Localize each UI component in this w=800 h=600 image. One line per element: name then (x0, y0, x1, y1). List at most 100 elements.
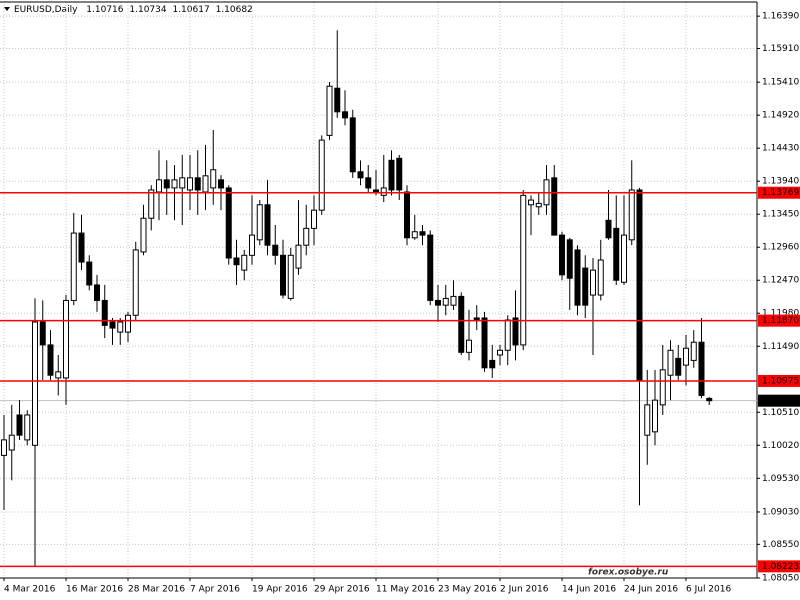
candle-body (590, 269, 596, 296)
candle-body (156, 179, 162, 193)
candle-body (458, 295, 465, 353)
candle-body (489, 359, 496, 369)
candle-body (210, 169, 217, 189)
low-value: 1.10617 (172, 5, 209, 15)
candle-body (295, 244, 302, 269)
candle-body (411, 231, 418, 239)
candle-body (179, 177, 186, 189)
x-tick-label: 19 Apr 2016 (252, 585, 308, 595)
candle-body (55, 371, 62, 379)
candle-body (8, 434, 15, 451)
x-tick-label: 24 Jun 2016 (624, 585, 678, 595)
candle-body (233, 257, 240, 266)
y-tick-label: 1.12470 (762, 276, 799, 286)
level-label-bg (758, 374, 800, 387)
candle-body (659, 369, 666, 406)
candle-body (396, 157, 403, 191)
level-label: 1.13769 (762, 188, 799, 198)
candle-body (582, 267, 589, 306)
candle-body (365, 177, 372, 189)
y-tick-label: 1.08550 (762, 540, 799, 550)
candle-body (140, 217, 147, 253)
candle-body (644, 404, 651, 436)
x-tick-label: 2 Jun 2016 (500, 585, 549, 595)
candle-body (605, 219, 612, 239)
candle-body (249, 234, 255, 256)
x-tick-label: 4 Mar 2016 (4, 585, 56, 595)
candle-body (16, 414, 23, 436)
price-label-bg (758, 394, 800, 407)
y-tick-label: 1.09530 (762, 474, 799, 484)
candle-body (24, 414, 31, 441)
candle-body (280, 254, 286, 296)
y-tick-label: 1.10510 (762, 408, 799, 418)
candle-body (342, 111, 348, 119)
candle-body (63, 299, 69, 379)
x-tick-label: 14 Jun 2016 (562, 585, 616, 595)
candle-body (101, 299, 108, 326)
x-tick-label: 16 Mar 2016 (66, 585, 123, 595)
x-tick-label: 28 Mar 2016 (128, 585, 185, 595)
candle-body (551, 177, 558, 236)
level-label-bg (758, 314, 800, 327)
candle-body (132, 249, 139, 316)
close-value: 1.10682 (216, 5, 253, 15)
candle-body (163, 179, 170, 189)
candle-body (194, 177, 201, 191)
candle-body (380, 187, 387, 196)
candle-body (435, 299, 441, 306)
candle-body (388, 159, 395, 191)
open-value: 1.10716 (86, 5, 123, 15)
candle-body (628, 189, 635, 241)
candle-body (117, 321, 124, 333)
level-label: 1.08223 (762, 562, 799, 572)
candle-body (78, 232, 85, 263)
candle-body (47, 344, 54, 376)
candle-body (218, 179, 224, 189)
y-tick-label: 1.15410 (762, 78, 799, 88)
chart-title: EURUSD,Daily (14, 5, 78, 15)
level-label-bg (758, 560, 800, 573)
y-tick-label: 1.13450 (762, 210, 799, 220)
price-label: 1.10682 (762, 396, 799, 406)
y-tick-label: 1.12960 (762, 243, 799, 253)
candle-body (690, 341, 697, 361)
level-label-bg (758, 186, 800, 199)
header: EURUSD,Daily 1.10716 1.10734 1.10617 1.1… (14, 5, 253, 15)
candle-body (466, 339, 472, 353)
candle-body (566, 239, 573, 279)
y-tick-label: 1.14920 (762, 111, 799, 121)
candle-body (559, 234, 565, 276)
candle-body (419, 231, 426, 236)
x-tick-label: 7 Apr 2016 (190, 585, 240, 595)
candle-body (528, 199, 534, 206)
candle-body (264, 204, 271, 246)
y-tick-label: 1.11490 (762, 342, 799, 352)
level-label: 1.10975 (762, 376, 799, 386)
candle-body (621, 234, 627, 283)
candle-body (318, 139, 325, 211)
candle-body (497, 349, 503, 356)
y-tick-label: 1.15910 (762, 44, 799, 54)
x-tick-label: 11 May 2016 (376, 585, 435, 595)
candle-body (512, 317, 519, 346)
candle-body (574, 249, 581, 306)
candle-body (241, 254, 248, 271)
menu-icon (4, 7, 10, 11)
candle-body (39, 321, 46, 346)
candle-body (597, 259, 604, 296)
candle-body (109, 321, 116, 329)
candle-body (683, 347, 689, 366)
y-tick-label: 1.16390 (762, 12, 799, 22)
candle-body (349, 117, 356, 173)
candle-body (187, 177, 193, 191)
candle-body (94, 284, 100, 301)
candle-body (636, 189, 643, 381)
candle-body (481, 317, 488, 369)
candle-body (225, 187, 232, 259)
candle-body (706, 397, 713, 402)
candle-body (442, 297, 449, 306)
y-tick-label: 1.13940 (762, 177, 799, 187)
candle-body (504, 319, 511, 351)
